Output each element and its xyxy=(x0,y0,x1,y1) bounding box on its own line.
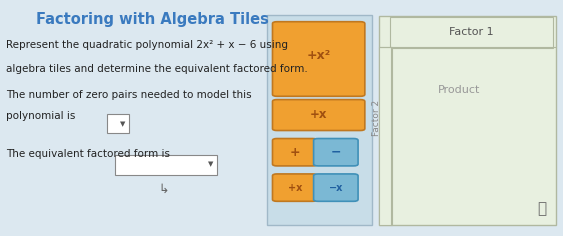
Text: Factor 1: Factor 1 xyxy=(449,27,494,37)
FancyBboxPatch shape xyxy=(272,22,365,96)
Text: algebra tiles and determine the equivalent factored form.: algebra tiles and determine the equivale… xyxy=(6,64,307,74)
Text: +x: +x xyxy=(288,183,302,193)
FancyBboxPatch shape xyxy=(390,17,553,48)
Text: +x: +x xyxy=(310,108,328,122)
Text: The equivalent factored form is: The equivalent factored form is xyxy=(6,149,169,159)
Text: +: + xyxy=(290,146,300,159)
FancyBboxPatch shape xyxy=(115,155,217,175)
Text: ▼: ▼ xyxy=(120,121,126,127)
Text: 🗑: 🗑 xyxy=(538,201,547,216)
Text: −: − xyxy=(331,146,341,159)
Text: polynomial is: polynomial is xyxy=(6,111,75,121)
FancyBboxPatch shape xyxy=(379,16,556,225)
Text: −x: −x xyxy=(329,183,343,193)
Text: ▼: ▼ xyxy=(208,161,214,168)
FancyBboxPatch shape xyxy=(272,174,317,201)
FancyBboxPatch shape xyxy=(272,139,317,166)
Text: Represent the quadratic polynomial 2x² + x − 6 using: Represent the quadratic polynomial 2x² +… xyxy=(6,40,288,50)
FancyBboxPatch shape xyxy=(314,174,358,201)
FancyBboxPatch shape xyxy=(267,15,372,225)
FancyBboxPatch shape xyxy=(314,139,358,166)
FancyBboxPatch shape xyxy=(379,47,392,225)
Text: Product: Product xyxy=(437,85,480,95)
Text: Factoring with Algebra Tiles: Factoring with Algebra Tiles xyxy=(35,12,269,27)
FancyBboxPatch shape xyxy=(107,114,129,133)
Text: Factor 2: Factor 2 xyxy=(372,100,381,136)
FancyBboxPatch shape xyxy=(272,100,365,131)
Text: +x²: +x² xyxy=(306,49,331,62)
Text: The number of zero pairs needed to model this: The number of zero pairs needed to model… xyxy=(6,90,251,100)
Text: ↳: ↳ xyxy=(158,182,168,195)
